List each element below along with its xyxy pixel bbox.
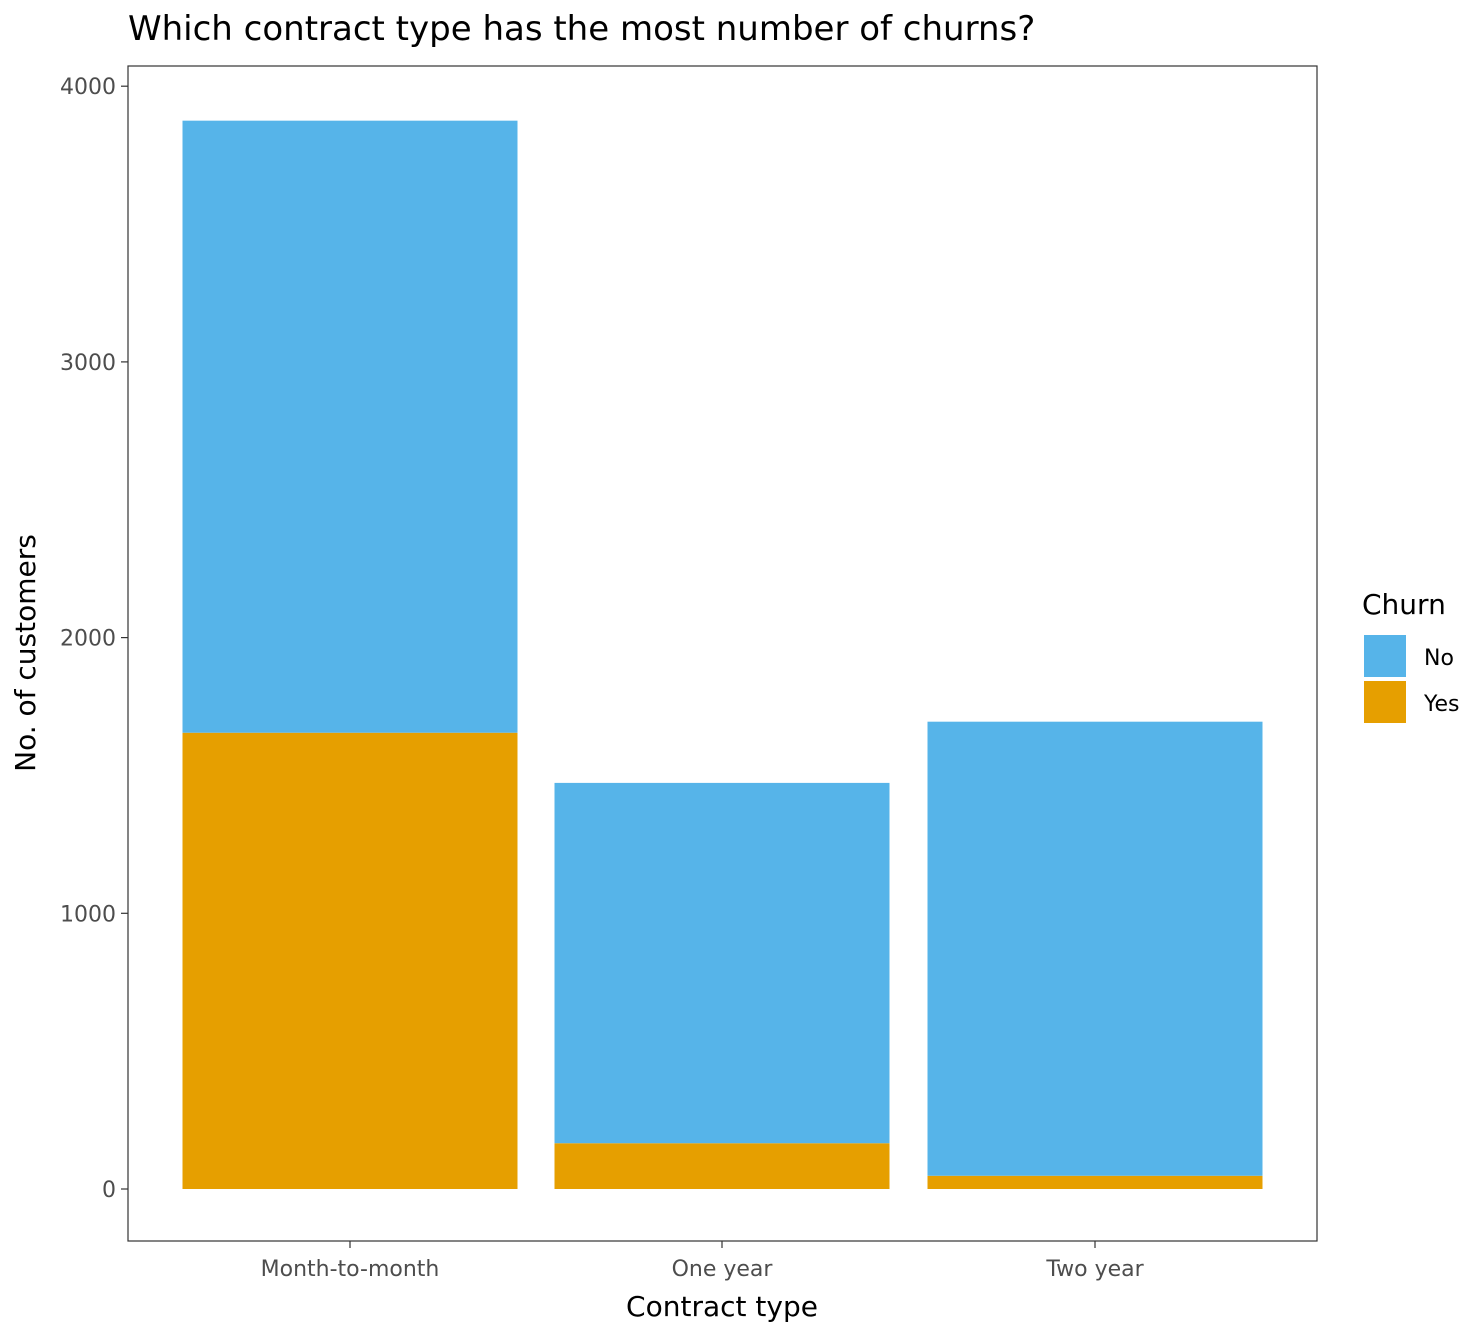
x-tick-label: One year	[672, 1257, 774, 1282]
legend-swatch-no	[1364, 635, 1406, 677]
y-tick-label: 4000	[60, 75, 116, 100]
x-tick-label: Two year	[1045, 1257, 1144, 1282]
bar-two-year-yes	[927, 1175, 1263, 1189]
chart-title: Which contract type has the most number …	[128, 9, 1035, 49]
y-axis-title: No. of customers	[9, 534, 42, 772]
legend-items: No Yes	[1364, 635, 1460, 723]
legend-swatch-yes	[1364, 681, 1406, 723]
bar-month-to-month-yes	[182, 732, 518, 1189]
y-tick-label: 3000	[60, 351, 116, 376]
bar-one-year-no	[554, 782, 890, 1144]
y-tick-label: 2000	[60, 627, 116, 652]
bar-one-year-yes	[554, 1143, 890, 1189]
legend-label-yes: Yes	[1423, 692, 1460, 717]
x-axis-title: Contract type	[626, 1290, 818, 1323]
legend: Churn No Yes	[1362, 588, 1460, 723]
y-tick-label: 0	[102, 1178, 116, 1203]
legend-label-no: No	[1424, 646, 1454, 671]
y-tick-label: 1000	[60, 902, 116, 927]
legend-title: Churn	[1362, 588, 1446, 621]
bar-two-year-no	[927, 721, 1263, 1176]
plot-area: 0 1000 2000 3000 4000 Month-to-month One year T…	[60, 65, 1318, 1282]
x-tick-label: Month-to-month	[261, 1257, 440, 1282]
bar-month-to-month-no	[182, 120, 518, 733]
